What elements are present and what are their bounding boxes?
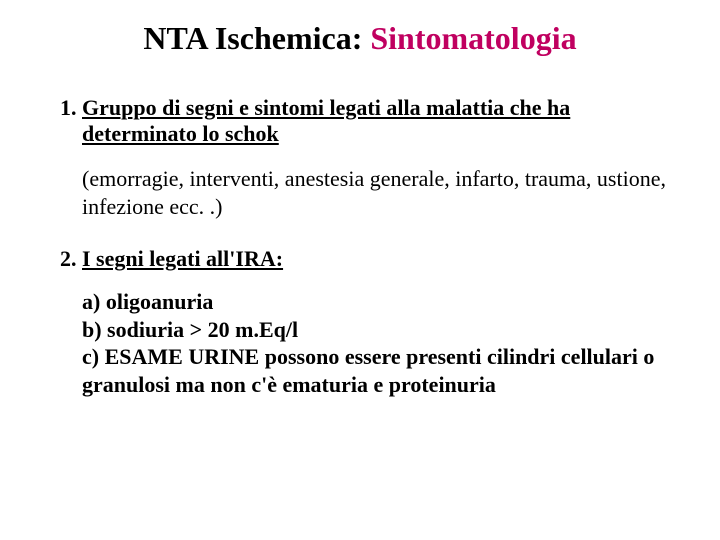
title-part2: Sintomatologia (370, 20, 576, 56)
slide-title: NTA Ischemica: Sintomatologia (50, 20, 670, 57)
item-1-heading: Gruppo di segni e sintomi legati alla ma… (82, 95, 670, 147)
item-1: Gruppo di segni e sintomi legati alla ma… (82, 95, 670, 220)
main-list: Gruppo di segni e sintomi legati alla ma… (50, 95, 670, 398)
sub-a: a) oligoanuria (82, 288, 670, 316)
sub-b: b) sodiuria > 20 m.Eq/l (82, 316, 670, 344)
sub-c: c) ESAME URINE possono essere presenti c… (82, 343, 670, 398)
item-2-heading: I segni legati all'IRA: (82, 246, 283, 271)
slide: NTA Ischemica: Sintomatologia Gruppo di … (0, 0, 720, 540)
item-2-sub: a) oligoanuria b) sodiuria > 20 m.Eq/l c… (82, 288, 670, 398)
item-1-paren: (emorragie, interventi, anestesia genera… (82, 165, 670, 220)
item-2: I segni legati all'IRA: a) oligoanuria b… (82, 246, 670, 398)
title-part1: NTA Ischemica: (143, 20, 370, 56)
